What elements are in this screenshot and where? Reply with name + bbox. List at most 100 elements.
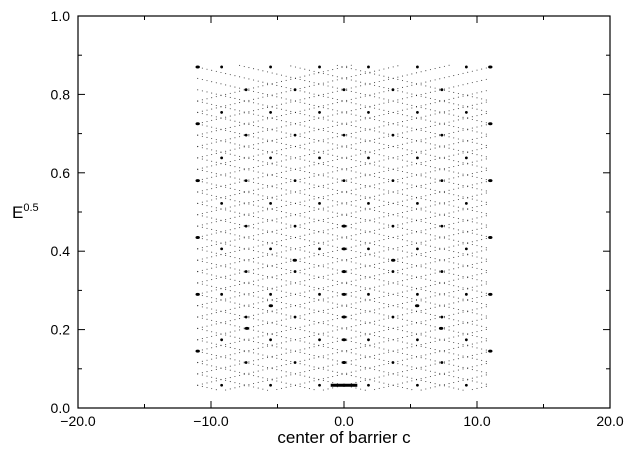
data-point: [364, 139, 366, 141]
data-point: [415, 208, 418, 210]
data-point: [485, 203, 487, 205]
data-point: [290, 124, 292, 126]
data-point: [262, 93, 264, 95]
data-point: [434, 201, 436, 203]
data-point: [197, 327, 199, 329]
data-point: [443, 135, 445, 137]
data-point: [262, 233, 264, 235]
data-point: [257, 330, 259, 332]
data-point: [206, 239, 208, 241]
data-point: [481, 227, 483, 229]
data-point: [443, 112, 445, 114]
data-point: [248, 226, 250, 228]
data-point: [215, 175, 217, 177]
data-point: [285, 148, 287, 150]
data-point: [299, 99, 301, 101]
data-point: [318, 231, 320, 233]
data-point: [429, 205, 432, 207]
data-point: [332, 148, 334, 150]
data-point-node: [342, 361, 346, 364]
data-point-node: [367, 292, 370, 296]
data-point: [481, 318, 483, 320]
data-point: [457, 164, 459, 166]
data-point: [313, 255, 315, 257]
data-point: [313, 116, 315, 118]
data-point: [378, 228, 380, 230]
data-point: [397, 158, 399, 160]
data-point: [429, 171, 432, 173]
data-point: [401, 86, 404, 89]
data-point: [262, 289, 264, 291]
data-point: [364, 321, 366, 323]
data-point: [271, 367, 273, 369]
data-point: [369, 83, 371, 85]
data-point: [355, 97, 357, 99]
data-point: [304, 148, 306, 150]
data-point: [253, 144, 255, 146]
data-point-node: [269, 201, 272, 205]
data-point: [369, 356, 371, 358]
data-point: [443, 351, 445, 353]
data-point: [234, 262, 236, 264]
data-point: [355, 131, 357, 133]
data-point: [313, 357, 315, 359]
data-point: [304, 109, 306, 111]
data-point: [248, 248, 250, 251]
data-point: [439, 248, 441, 250]
data-point-node: [244, 270, 248, 273]
data-point: [485, 224, 487, 226]
data-point: [276, 73, 278, 75]
data-point: [346, 214, 348, 216]
data-point: [336, 124, 338, 126]
data-point: [271, 83, 273, 85]
data-point: [360, 127, 362, 129]
data-point: [327, 354, 329, 356]
data-point: [322, 321, 324, 323]
data-point: [481, 234, 483, 236]
data-point: [355, 330, 357, 332]
data-point: [336, 189, 338, 192]
data-point: [253, 212, 255, 214]
data-point: [215, 93, 217, 95]
data-point: [243, 316, 245, 318]
data-point: [457, 206, 459, 208]
data-point: [201, 238, 203, 240]
data-point-node: [440, 179, 444, 183]
data-point: [420, 186, 422, 188]
data-point: [355, 313, 357, 315]
data-point: [332, 194, 334, 196]
data-point: [332, 188, 334, 190]
data-point: [262, 331, 264, 333]
data-point: [378, 222, 380, 224]
data-point: [448, 284, 450, 286]
data-point: [322, 173, 324, 175]
data-point: [299, 201, 301, 203]
data-point: [229, 217, 231, 219]
data-point: [448, 76, 450, 78]
data-point: [327, 85, 329, 87]
data-point: [225, 175, 227, 177]
data-point: [467, 220, 469, 222]
data-point: [401, 91, 404, 93]
data-point: [308, 69, 310, 71]
data-point: [290, 78, 292, 80]
data-point: [322, 150, 324, 152]
data-point: [374, 354, 376, 356]
data-point: [290, 65, 292, 67]
data-point: [406, 97, 408, 99]
data-point: [290, 213, 292, 215]
data-point-prominent: [414, 304, 420, 308]
data-point: [336, 326, 338, 328]
data-point: [406, 370, 408, 372]
data-point: [280, 347, 283, 349]
data-point: [304, 284, 306, 286]
data-point: [336, 360, 338, 362]
data-point: [271, 105, 273, 107]
data-point: [332, 97, 334, 99]
data-point: [290, 360, 292, 363]
data-point: [453, 296, 455, 298]
data-point: [378, 285, 380, 287]
data-point: [453, 359, 455, 361]
data-point: [336, 352, 338, 354]
data-point: [364, 366, 366, 369]
